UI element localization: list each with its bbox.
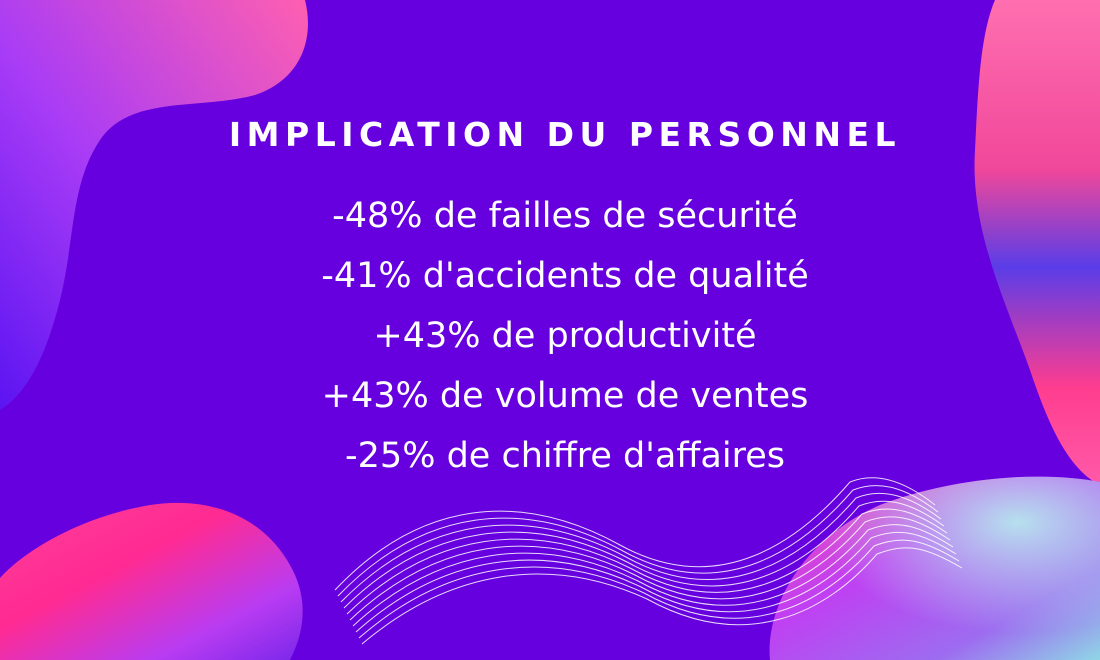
stat-line-security: -48% de failles de sécurité	[332, 196, 798, 236]
stat-line-sales: +43% de volume de ventes	[321, 376, 809, 416]
stat-line-productivity: +43% de productivité	[373, 316, 757, 356]
blob-top-left	[0, 0, 308, 410]
wave-lines	[334, 477, 963, 645]
blob-right	[974, 0, 1100, 485]
slide-title: IMPLICATION DU PERSONNEL	[228, 115, 902, 154]
stat-line-revenue: -25% de chiffre d'affaires	[345, 436, 785, 476]
blob-bottom-left	[0, 502, 303, 660]
stat-line-quality: -41% d'accidents de qualité	[321, 256, 809, 296]
stats-list: -48% de failles de sécurité -41% d'accid…	[0, 186, 1100, 486]
